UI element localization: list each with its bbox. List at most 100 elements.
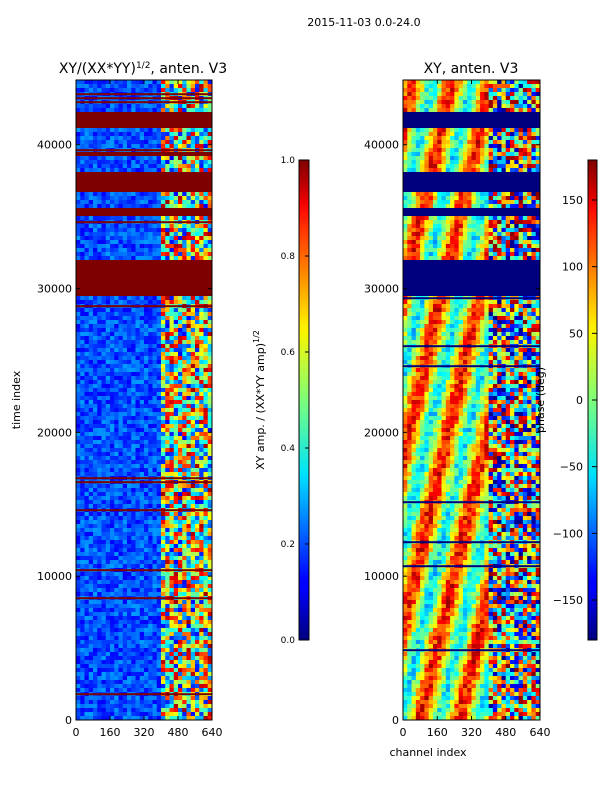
heatmap-cell <box>165 672 170 677</box>
heatmap-cell <box>88 592 94 597</box>
heatmap-cell <box>178 324 183 329</box>
heatmap-cell <box>190 716 196 720</box>
heatmap-cell <box>114 520 119 525</box>
heatmap-cell <box>199 244 204 249</box>
heatmap-cell <box>110 472 115 477</box>
heatmap-cell <box>484 140 490 145</box>
heatmap-cell <box>518 148 524 153</box>
heatmap-cell <box>118 192 124 197</box>
heatmap-cell <box>76 144 81 149</box>
heatmap-cell <box>148 168 153 173</box>
heatmap-cell <box>178 708 183 713</box>
heatmap-cell <box>165 424 170 429</box>
heatmap-cell <box>152 604 158 609</box>
heatmap-cell <box>156 240 162 245</box>
heatmap-cell <box>144 456 149 461</box>
heatmap-cell <box>152 88 158 93</box>
heatmap-cell <box>93 356 98 361</box>
heatmap-cell <box>190 144 196 149</box>
heatmap-cell <box>186 164 192 169</box>
heatmap-cell <box>535 92 540 97</box>
heatmap-cell <box>80 344 85 349</box>
heatmap-cell <box>462 148 468 153</box>
heatmap-cell <box>535 132 540 137</box>
heatmap-cell <box>471 148 477 153</box>
heatmap-cell <box>118 256 124 261</box>
heatmap-cell <box>169 488 175 493</box>
heatmap-cell <box>203 368 209 373</box>
heatmap-cell <box>161 424 166 429</box>
heatmap-cell <box>169 200 175 205</box>
heatmap-cell <box>131 204 136 209</box>
heatmap-cell <box>97 320 102 325</box>
heatmap-cell <box>173 104 179 109</box>
heatmap-cell <box>156 168 162 173</box>
heatmap-cell <box>114 680 119 685</box>
heatmap-cell <box>84 448 90 453</box>
heatmap-cell <box>118 224 124 229</box>
heatmap-cell <box>207 364 212 369</box>
heatmap-cell <box>190 200 196 205</box>
heatmap-cell <box>88 696 94 701</box>
heatmap-cell <box>110 356 115 361</box>
heatmap-cell <box>190 244 196 249</box>
heatmap-cell <box>110 80 115 85</box>
heatmap-cell <box>186 384 192 389</box>
heatmap-cell <box>156 108 162 113</box>
heatmap-cell <box>199 444 204 449</box>
heatmap-cell <box>199 468 204 473</box>
heatmap-cell <box>161 228 166 233</box>
heatmap-cell <box>178 660 183 665</box>
heatmap-cell <box>207 444 212 449</box>
x-tick-label: 0 <box>73 726 80 739</box>
heatmap-cell <box>135 640 141 645</box>
heatmap-cell <box>80 644 85 649</box>
heatmap-cell <box>122 368 128 373</box>
heatmap-cell <box>110 388 115 393</box>
heatmap-cell <box>131 584 136 589</box>
heatmap-cell <box>114 664 119 669</box>
heatmap-cell <box>190 400 196 405</box>
heatmap-cell <box>97 400 102 405</box>
heatmap-cell <box>101 700 107 705</box>
heatmap-cell <box>152 452 158 457</box>
heatmap-cell <box>518 96 524 101</box>
heatmap-cell <box>148 336 153 341</box>
heatmap-cell <box>131 140 136 145</box>
heatmap-cell <box>105 164 111 169</box>
heatmap-cell <box>207 552 212 557</box>
heatmap-cell <box>195 80 200 85</box>
heatmap-cell <box>93 716 98 720</box>
heatmap-cell <box>178 316 183 321</box>
heatmap-cell <box>93 404 98 409</box>
heatmap-cell <box>114 132 119 137</box>
heatmap-cell <box>190 108 196 113</box>
heatmap-cell <box>135 496 141 501</box>
heatmap-cell <box>80 460 85 465</box>
heatmap-cell <box>471 88 477 93</box>
heatmap-cell <box>93 420 98 425</box>
heatmap-cell <box>182 328 187 333</box>
heatmap-cell <box>148 368 153 373</box>
heatmap-cell <box>207 228 212 233</box>
heatmap-cell <box>169 308 175 313</box>
heatmap-cell <box>135 668 141 673</box>
heatmap-cell <box>76 620 81 625</box>
heatmap-cell <box>84 340 90 345</box>
heatmap-cell <box>80 144 85 149</box>
heatmap-cell <box>156 524 162 529</box>
heatmap-cell <box>152 640 158 645</box>
heatmap-cell <box>207 136 212 141</box>
heatmap-cell <box>80 704 85 709</box>
heatmap-cell <box>190 700 196 705</box>
heatmap-cell <box>105 488 111 493</box>
heatmap-cell <box>135 500 141 505</box>
heatmap-cell <box>488 136 494 141</box>
heatmap-cell <box>165 500 170 505</box>
heatmap-cell <box>161 628 166 633</box>
heatmap-cell <box>186 688 192 693</box>
heatmap-cell <box>144 652 149 657</box>
heatmap-cell <box>169 232 175 237</box>
heatmap-cell <box>76 216 81 221</box>
heatmap-cell <box>80 668 85 673</box>
